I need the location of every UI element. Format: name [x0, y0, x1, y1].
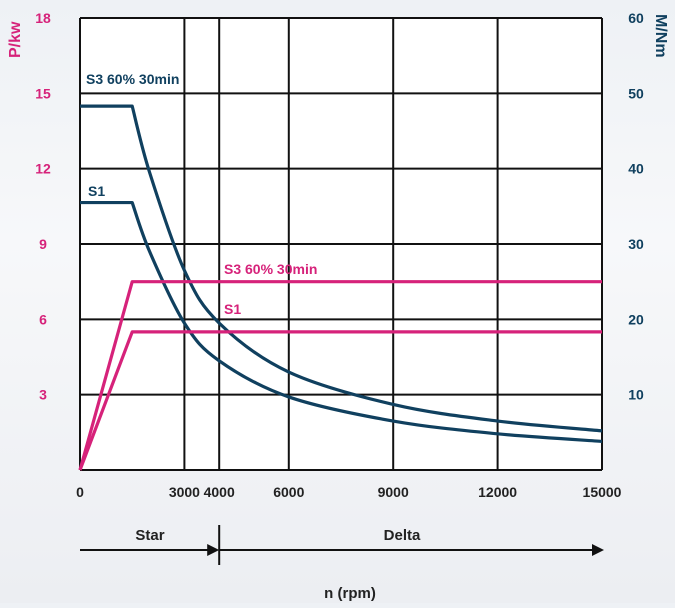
series-line-power-3 [78, 330, 602, 471]
left-tick-label: 9 [39, 236, 47, 252]
curves: S3 60% 30min S1 S3 60% 30min S1 [78, 71, 603, 471]
series-line-torque-0 [80, 104, 603, 433]
x-axis-label: n (rpm) [324, 585, 376, 602]
left-tick-label: 15 [35, 85, 51, 101]
series-label: S1 [88, 183, 105, 199]
x-tick-label: 15000 [583, 484, 622, 500]
star-arrow-head [207, 544, 220, 556]
series-label: S3 60% 30min [86, 71, 179, 87]
x-tick-label: 0 [76, 484, 84, 500]
left-axis-label: P/kw [7, 21, 24, 58]
right-tick-label: 50 [628, 85, 644, 101]
left-tick-label: 3 [39, 387, 47, 403]
right-tick-label: 20 [628, 311, 644, 327]
x-tick-label: 4000 [204, 484, 235, 500]
tick-labels: 0 3000 4000 6000 9000 12000 15000 3 6 9 12 15 18 10 20… [35, 10, 644, 500]
right-tick-label: 60 [628, 10, 644, 26]
x-tick-label: 6000 [273, 484, 304, 500]
grid [79, 17, 603, 471]
right-tick-label: 40 [628, 161, 644, 177]
delta-label: Delta [384, 527, 421, 544]
delta-arrow-head [592, 544, 604, 556]
series-line-power-2 [78, 280, 602, 471]
left-tick-label: 6 [39, 311, 47, 327]
series-label: S1 [224, 301, 241, 317]
right-tick-label: 30 [628, 236, 644, 252]
series-label: S3 60% 30min [224, 261, 317, 277]
right-tick-label: 10 [628, 387, 644, 403]
right-axis-label: M/Nm [652, 14, 669, 58]
left-tick-label: 12 [35, 161, 51, 177]
x-tick-label: 9000 [378, 484, 409, 500]
star-label: Star [135, 527, 164, 544]
left-tick-label: 18 [35, 10, 51, 26]
star-delta-indicator [80, 525, 604, 565]
x-tick-label: 12000 [478, 484, 517, 500]
x-tick-label: 3000 [169, 484, 200, 500]
series-line-torque-1 [80, 200, 603, 443]
